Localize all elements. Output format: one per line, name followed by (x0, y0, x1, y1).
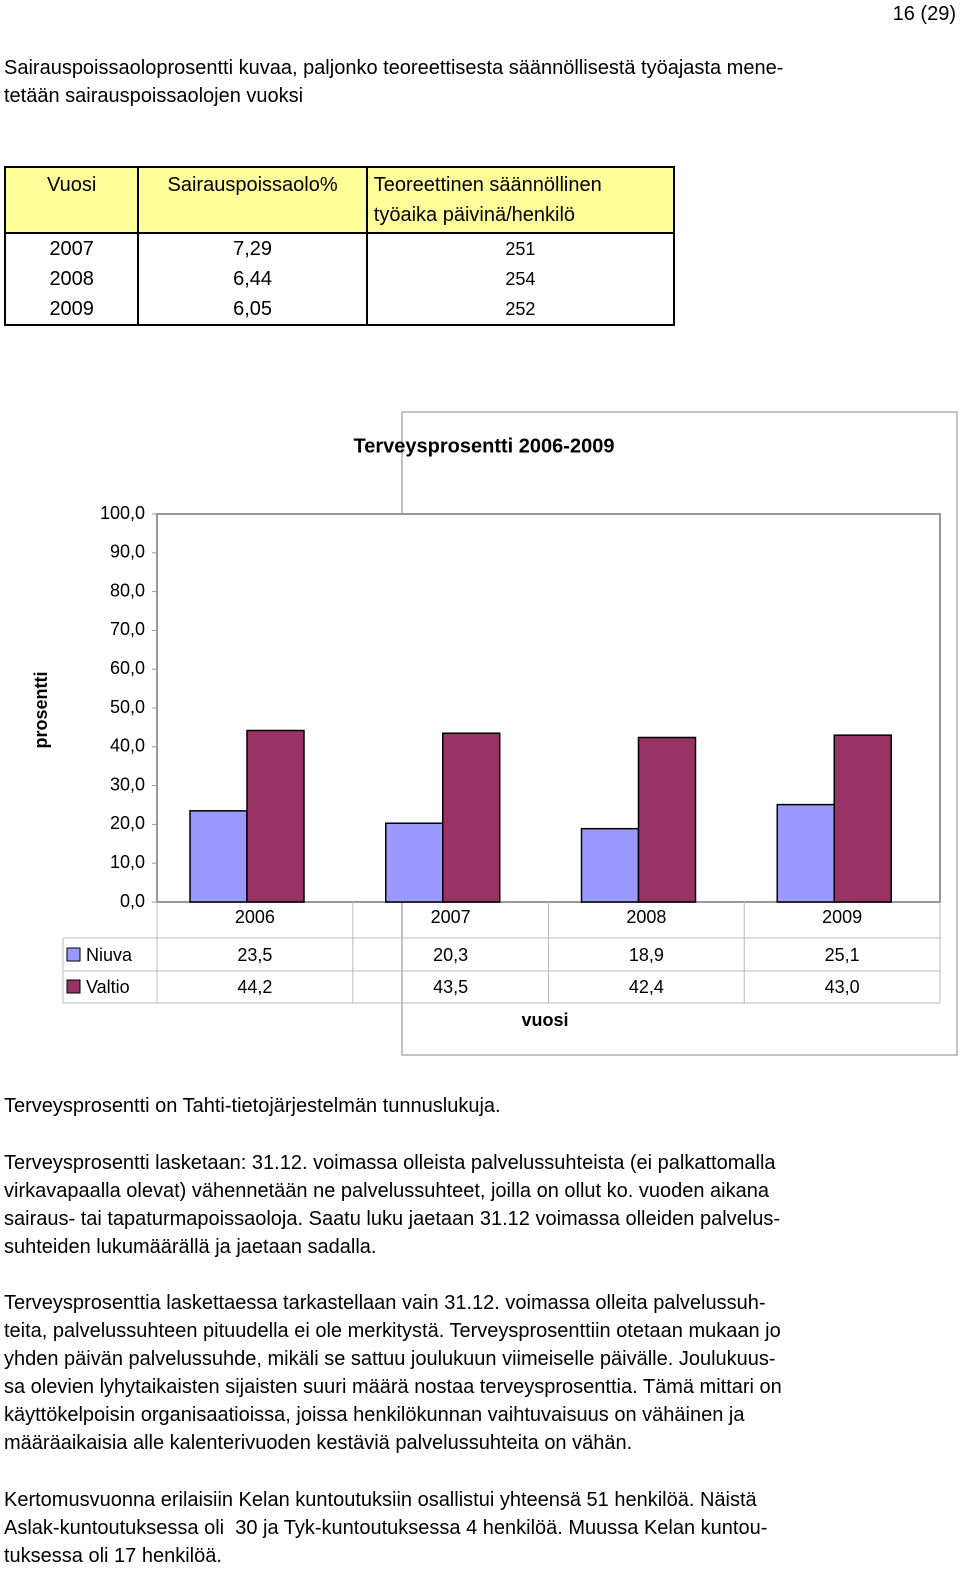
y-tick-label: 0,0 (120, 891, 145, 911)
value-label: 43,5 (433, 977, 468, 997)
y-tick-label: 90,0 (110, 542, 145, 562)
y-tick-label: 100,0 (100, 503, 145, 523)
x-tick-label: 2009 (822, 907, 862, 927)
chart-title: Terveysprosentti 2006-2009 (354, 435, 615, 457)
y-tick-label: 50,0 (110, 697, 145, 717)
x-axis-label: vuosi (521, 1010, 568, 1030)
header-row: Vuosi Sairauspoissaolo% Teoreettinen sää… (5, 167, 674, 234)
text-line: Terveysprosenttia laskettaessa tarkastel… (4, 1292, 766, 1314)
table-cell: 2009 (5, 294, 140, 325)
value-label: 42,4 (629, 977, 664, 997)
y-tick-label: 10,0 (110, 852, 145, 872)
y-tick-label: 40,0 (110, 736, 145, 756)
text-line: käyttökelpoisin organisaatioissa, joissa… (4, 1404, 745, 1426)
y-tick-label: 80,0 (110, 580, 145, 600)
value-label: 20,3 (433, 945, 468, 965)
legend-swatch (66, 979, 81, 994)
text-line: sairaus- tai tapaturmapoissaoloja. Saatu… (4, 1208, 781, 1230)
header-cell: Vuosi (5, 167, 140, 234)
bar (246, 729, 305, 903)
value-label: 25,1 (825, 945, 860, 965)
y-tick-label: 70,0 (110, 619, 145, 639)
text-line: Aslak-kuntoutuksessa oli 30 ja Tyk-kunto… (4, 1517, 768, 1539)
value-label: 18,9 (629, 945, 664, 965)
legend-label: Valtio (86, 977, 130, 997)
legend-label: Niuva (86, 945, 133, 965)
value-label: 44,2 (237, 977, 272, 997)
bar (637, 736, 697, 903)
bar (385, 822, 444, 903)
text-line: tetään sairauspoissaolojen vuoksi (4, 85, 304, 107)
text-line: Sairauspoissaoloprosentti kuvaa, paljonk… (4, 57, 784, 79)
table-cell: 251 (505, 239, 536, 259)
text-line: teita, palvelussuhteen pituudella ei ole… (4, 1320, 781, 1342)
text-line: yhden päivän palvelussuhde, mikäli se sa… (4, 1348, 776, 1370)
text-line: tuksessa oli 17 henkilöä. (4, 1545, 222, 1567)
text-line: Terveysprosentti on Tahti-tietojärjestel… (4, 1095, 501, 1117)
table-cell: 2007 (5, 233, 140, 264)
y-tick-label: 60,0 (110, 658, 145, 678)
table-cell: 254 (505, 269, 536, 289)
y-tick-label: 20,0 (110, 813, 145, 833)
text-line: suhteiden lukumäärällä ja jaetaan sadall… (4, 1236, 377, 1258)
table-row: 2009 6,05 252 (5, 294, 674, 325)
table-cell: 7,29 (138, 233, 368, 264)
table-row: 2008 6,44 254 (5, 264, 674, 294)
header-cell: Teoreettinen säännöllinen työaika päivin… (366, 167, 674, 234)
bar (442, 732, 501, 903)
bar (833, 734, 892, 903)
text-line: sa olevien lyhytaikaisten sijaisten suur… (4, 1376, 782, 1398)
table-row: 2007 7,29 251 (5, 233, 674, 264)
data-table: Vuosi Sairauspoissaolo% Teoreettinen sää… (4, 166, 675, 326)
table-cell: 2008 (5, 264, 140, 294)
value-label: 23,5 (237, 945, 272, 965)
page-number: 16 (29) (892, 3, 956, 25)
header-cell: Sairauspoissaolo% (138, 167, 368, 234)
bar (776, 803, 835, 903)
text-line: virkavapaalla olevat) vähennetään ne pal… (4, 1180, 769, 1202)
table-cell: 6,05 (138, 294, 368, 325)
x-tick-label: 2008 (626, 907, 666, 927)
x-tick-label: 2006 (235, 907, 275, 927)
table-cell: 252 (505, 299, 536, 319)
table-cell: 6,44 (138, 264, 368, 294)
text-line: Terveysprosentti lasketaan: 31.12. voima… (4, 1152, 776, 1174)
text-line: määräaikaisia alle kalenterivuoden kestä… (4, 1432, 633, 1454)
legend-swatch (66, 947, 81, 962)
text-line: Kertomusvuonna erilaisiin Kelan kuntoutu… (4, 1489, 757, 1511)
y-axis-label: prosentti (31, 671, 51, 748)
value-label: 43,0 (825, 977, 860, 997)
bar (189, 810, 248, 903)
x-tick-label: 2007 (431, 907, 471, 927)
y-tick-label: 30,0 (110, 774, 145, 794)
bar (580, 827, 640, 903)
